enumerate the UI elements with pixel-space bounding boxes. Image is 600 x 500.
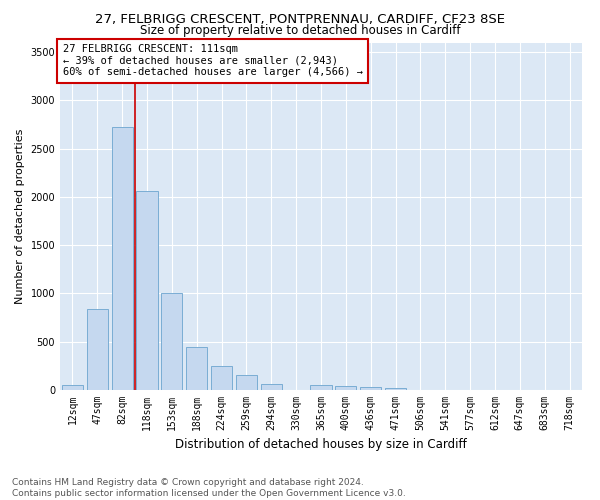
- Text: 27 FELBRIGG CRESCENT: 111sqm
← 39% of detached houses are smaller (2,943)
60% of: 27 FELBRIGG CRESCENT: 111sqm ← 39% of de…: [62, 44, 362, 78]
- Bar: [62, 384, 83, 390]
- Bar: [211, 366, 232, 390]
- Bar: [360, 387, 381, 390]
- Bar: [112, 128, 133, 390]
- Text: Contains HM Land Registry data © Crown copyright and database right 2024.
Contai: Contains HM Land Registry data © Crown c…: [12, 478, 406, 498]
- Bar: [136, 191, 158, 390]
- Bar: [236, 374, 257, 390]
- Bar: [310, 384, 332, 390]
- Text: Size of property relative to detached houses in Cardiff: Size of property relative to detached ho…: [140, 24, 460, 37]
- Bar: [261, 384, 282, 390]
- Bar: [186, 346, 207, 390]
- X-axis label: Distribution of detached houses by size in Cardiff: Distribution of detached houses by size …: [175, 438, 467, 452]
- Bar: [161, 292, 182, 390]
- Bar: [385, 388, 406, 390]
- Text: 27, FELBRIGG CRESCENT, PONTPRENNAU, CARDIFF, CF23 8SE: 27, FELBRIGG CRESCENT, PONTPRENNAU, CARD…: [95, 12, 505, 26]
- Bar: [87, 309, 108, 390]
- Y-axis label: Number of detached properties: Number of detached properties: [15, 128, 25, 304]
- Bar: [335, 386, 356, 390]
